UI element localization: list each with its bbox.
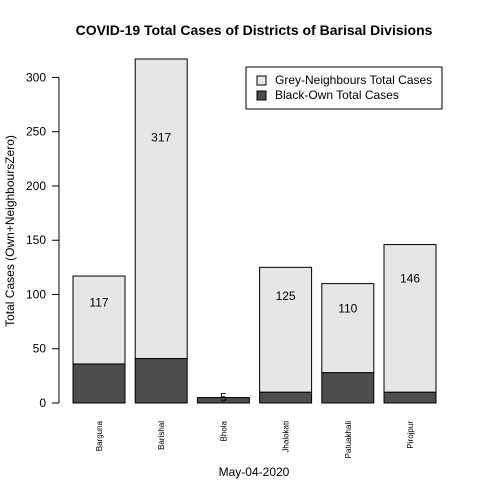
x-tick-label-barishal: Barishal — [157, 421, 166, 450]
data-label-pirojpur: 146 — [400, 272, 420, 286]
x-tick-label-barguna: Barguna — [95, 420, 104, 451]
data-label-barishal: 317 — [151, 131, 171, 145]
bar-own-patuakhali — [321, 372, 375, 404]
y-tick-label: 50 — [33, 342, 47, 356]
bars: 117 317 5 125 110 146 — [72, 58, 437, 405]
y-axis: 0 50 100 150 200 250 300 — [26, 70, 60, 410]
bar-neighbours-barishal — [134, 58, 188, 360]
y-axis-title: Total Cases (Own+NeighboursZero) — [3, 135, 17, 327]
y-tick-label: 200 — [26, 179, 46, 193]
y-tick-label: 150 — [26, 233, 46, 247]
data-label-jhalokati: 125 — [276, 289, 296, 303]
data-label-bhola: 5 — [220, 391, 227, 405]
bar-neighbours-pirojpur — [383, 244, 437, 393]
y-tick-label: 100 — [26, 287, 46, 301]
legend-label: Grey-Neighbours Total Cases — [275, 73, 432, 87]
bar-own-pirojpur — [383, 391, 437, 404]
bar-own-barishal — [134, 358, 188, 404]
legend-box — [245, 66, 443, 110]
y-tick-label: 300 — [26, 70, 46, 84]
x-tick-label-bhola: Bhola — [219, 420, 228, 441]
bar-own-barguna — [72, 363, 126, 404]
legend-swatch — [256, 75, 267, 86]
y-tick-label: 0 — [39, 396, 46, 410]
legend-label: Black-Own Total Cases — [275, 88, 399, 102]
bar-neighbours-barguna — [72, 275, 126, 365]
data-label-patuakhali: 110 — [338, 301, 357, 315]
y-tick-label: 250 — [26, 125, 46, 139]
x-tick-label-jhalokati: Jhalokati — [282, 421, 291, 453]
bar-own-bhola — [196, 397, 250, 404]
x-tick-label-patuakhali: Patuakhali — [344, 421, 353, 459]
x-tick-label-pirojpur: Pirojpur — [406, 421, 415, 449]
bar-neighbours-patuakhali — [321, 283, 375, 374]
x-axis: Barguna Barishal Bhola Jhalokati Patuakhali P… — [95, 420, 415, 458]
bar-neighbours-jhalokati — [259, 266, 313, 393]
legend-swatch — [256, 90, 267, 101]
bar-own-jhalokati — [259, 391, 313, 404]
data-label-barguna: 117 — [89, 296, 108, 310]
chart-title: COVID-19 Total Cases of Districts of Bar… — [76, 22, 433, 38]
x-axis-title: May-04-2020 — [219, 465, 290, 479]
